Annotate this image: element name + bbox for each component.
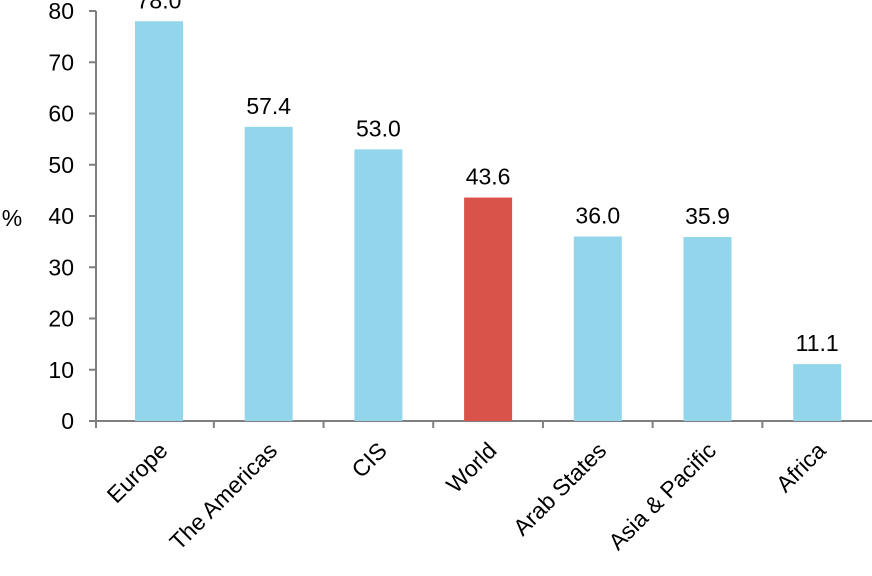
category-label: The Americas bbox=[164, 437, 282, 555]
category-label: Europe bbox=[102, 437, 173, 508]
data-labels: 78.0 57.4 53.0 43.6 36.0 35.9 11.1 bbox=[137, 0, 839, 356]
data-label: 43.6 bbox=[466, 164, 511, 190]
y-tick-label: 80 bbox=[48, 0, 74, 24]
bar-world bbox=[464, 197, 513, 421]
y-axis: 0 10 20 30 40 50 60 70 80 bbox=[48, 0, 97, 434]
bar-asia-pacific bbox=[683, 237, 732, 421]
bar-europe bbox=[135, 21, 183, 421]
data-label: 36.0 bbox=[575, 203, 620, 229]
data-label: 57.4 bbox=[246, 93, 291, 119]
x-axis bbox=[95, 420, 872, 428]
y-tick-label: 60 bbox=[48, 101, 74, 127]
category-label: Asia & Pacific bbox=[603, 437, 721, 555]
bar-the-americas bbox=[244, 126, 293, 421]
bar-cis bbox=[354, 149, 403, 421]
bars bbox=[135, 21, 842, 421]
category-label: World bbox=[441, 437, 502, 498]
y-tick-label: 0 bbox=[61, 408, 74, 434]
y-tick-label: 70 bbox=[48, 49, 74, 75]
category-label: CIS bbox=[346, 437, 391, 482]
y-tick-label: 10 bbox=[48, 357, 74, 383]
y-tick-label: 40 bbox=[48, 203, 74, 229]
bar-arab-states bbox=[573, 236, 622, 421]
y-tick-label: 50 bbox=[48, 152, 74, 178]
bar-africa bbox=[793, 364, 842, 421]
category-label: Africa bbox=[771, 437, 831, 497]
category-label: Arab States bbox=[508, 437, 611, 540]
data-label: 78.0 bbox=[137, 0, 182, 13]
data-label: 35.9 bbox=[685, 203, 730, 229]
y-axis-label: % bbox=[2, 205, 22, 231]
y-tick-label: 30 bbox=[48, 254, 74, 280]
data-label: 53.0 bbox=[356, 115, 401, 141]
y-tick-label: 20 bbox=[48, 306, 74, 332]
data-label: 11.1 bbox=[796, 330, 839, 356]
